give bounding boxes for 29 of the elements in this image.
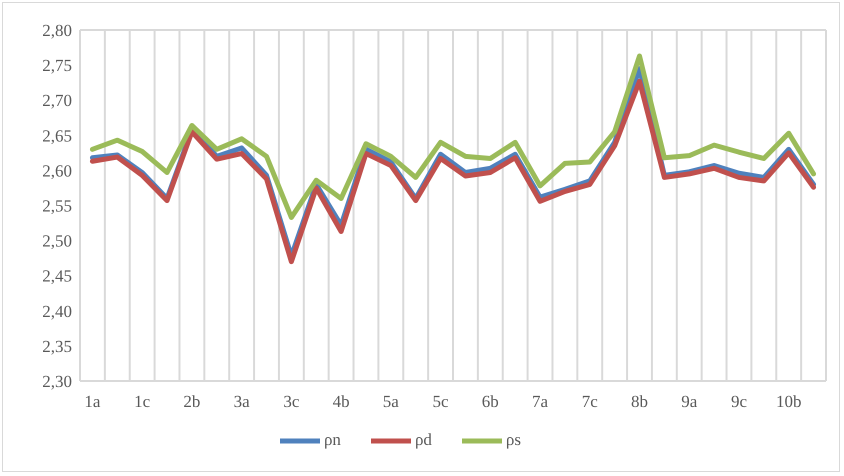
legend-label: ρs [506, 430, 522, 449]
legend-label: ρn [324, 430, 341, 449]
y-tick-label: 2,60 [42, 161, 72, 180]
x-tick-label: 3c [283, 392, 300, 412]
x-tick-label: 4b [332, 392, 350, 412]
x-tick-label: 9a [681, 392, 698, 412]
x-tick-label: 10b [776, 392, 802, 412]
y-tick-label: 2,45 [42, 266, 72, 286]
y-tick-label: 2,35 [42, 336, 72, 356]
y-tick-label: 2,75 [42, 56, 72, 76]
y-tick-label: 2,80 [42, 21, 72, 40]
x-tick-label: 7c [582, 392, 598, 412]
x-tick-label: 6b [482, 392, 499, 412]
y-tick-label: 2,40 [42, 302, 72, 321]
x-tick-label: 2b [183, 392, 200, 412]
y-tick-label: 2,30 [42, 372, 72, 392]
y-tick-label: 2,50 [42, 232, 72, 251]
x-tick-label: 3a [234, 392, 250, 412]
x-tick-label: 5a [382, 392, 400, 412]
x-tick-label: 8b [631, 392, 648, 412]
x-tick-label: 9c [730, 392, 748, 412]
y-tick-label: 2,65 [42, 126, 72, 146]
legend-label: ρd [414, 430, 432, 449]
x-tick-label: 1a [84, 392, 101, 412]
y-tick-label: 2,70 [42, 91, 72, 110]
x-tick-label: 5c [432, 392, 450, 412]
x-tick-label: 1c [134, 392, 151, 412]
x-tick-label: 7a [532, 392, 549, 412]
y-tick-label: 2,55 [42, 196, 72, 216]
